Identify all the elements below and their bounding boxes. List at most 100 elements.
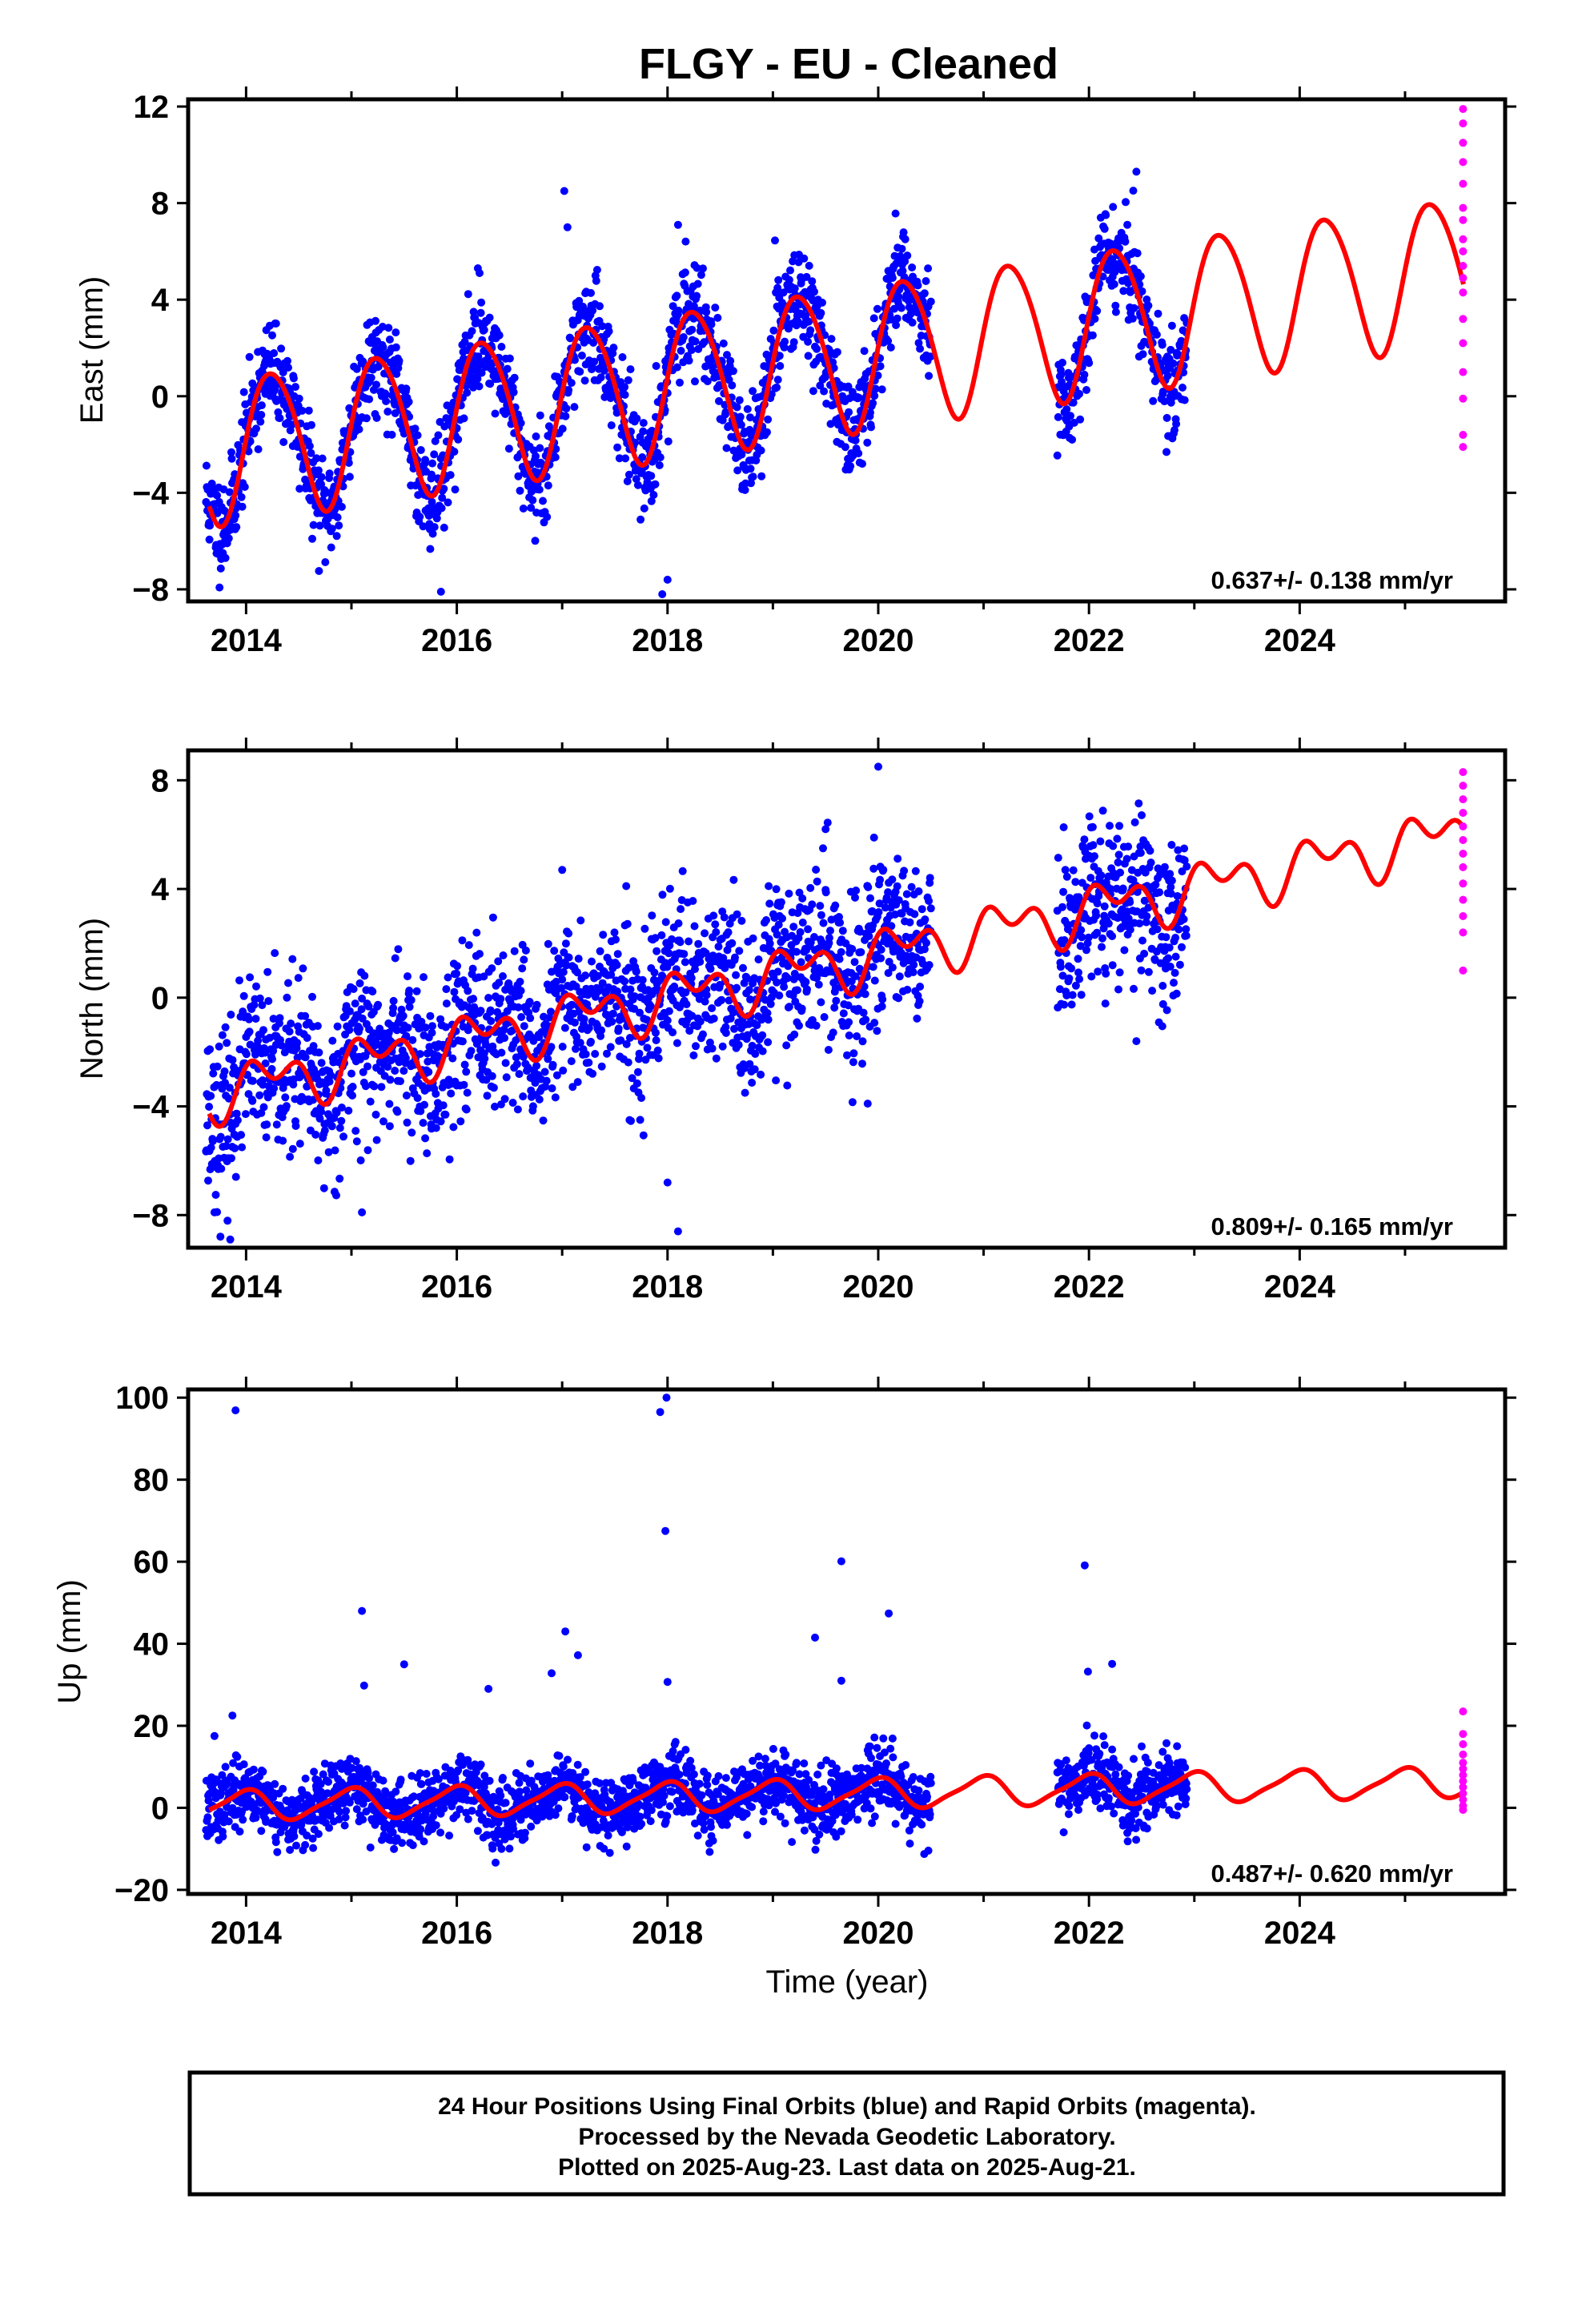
east-data-point	[643, 478, 652, 487]
north-data-point	[423, 1149, 432, 1158]
north-data-point	[1144, 967, 1153, 976]
north-data-point	[1085, 812, 1094, 821]
north-data-point	[573, 1078, 582, 1087]
east-data-point	[333, 513, 342, 521]
north-data-point	[528, 1102, 537, 1111]
north-data-point	[1113, 834, 1122, 843]
north-data-point	[526, 1014, 535, 1023]
east-data-point	[1111, 308, 1120, 316]
north-data-point	[584, 1058, 593, 1067]
north-data-point	[623, 919, 632, 928]
north-data-point	[1136, 849, 1145, 857]
north-data-point	[849, 1058, 857, 1067]
north-data-point	[279, 1136, 287, 1145]
north-data-point	[335, 1174, 344, 1183]
east-data-point	[576, 368, 584, 376]
north-data-point	[259, 1026, 267, 1035]
north-data-point	[227, 1011, 235, 1019]
north-data-point	[1158, 982, 1167, 990]
north-data-point	[308, 992, 316, 1001]
north-data-point	[1182, 931, 1191, 940]
north-data-point	[789, 923, 798, 931]
up-data-point	[507, 1832, 515, 1841]
east-rapid-point	[1459, 315, 1468, 324]
east-data-point	[789, 257, 797, 266]
north-data-point	[337, 1116, 346, 1125]
north-data-point	[712, 1054, 721, 1063]
east-data-point	[736, 412, 745, 421]
north-data-point	[1134, 799, 1143, 808]
north-data-point	[624, 1058, 632, 1067]
north-data-point	[488, 964, 496, 973]
east-data-point	[638, 453, 647, 461]
north-data-point	[458, 1037, 467, 1046]
north-data-point	[878, 995, 887, 1003]
east-data-point	[305, 442, 314, 450]
east-data-point	[725, 422, 733, 430]
north-data-point	[772, 885, 781, 894]
east-data-point	[733, 466, 742, 475]
east-data-point	[477, 298, 486, 307]
east-data-point	[924, 264, 933, 273]
north-data-point	[845, 1031, 853, 1039]
east-data-point	[372, 413, 381, 422]
east-data-point	[763, 428, 771, 436]
east-data-point	[391, 343, 400, 352]
north-data-point	[639, 1131, 648, 1140]
east-data-point	[532, 432, 540, 440]
north-data-point	[464, 987, 472, 995]
north-data-point	[734, 1040, 743, 1049]
east-data-point	[726, 356, 735, 365]
east-data-point	[1178, 384, 1186, 392]
up-data-point	[235, 1827, 244, 1836]
north-data-point	[859, 1008, 868, 1017]
east-data-point	[1100, 224, 1109, 233]
east-data-point	[1121, 237, 1130, 246]
north-rapid-point	[1459, 795, 1468, 804]
east-rapid-point	[1459, 431, 1468, 439]
north-data-point	[819, 844, 827, 853]
north-data-point	[233, 1116, 242, 1124]
north-data-point	[581, 971, 590, 980]
east-data-point	[892, 321, 901, 329]
east-data-point	[428, 497, 436, 506]
east-data-point	[485, 313, 494, 322]
north-data-point	[1180, 844, 1189, 853]
east-data-point	[558, 424, 567, 433]
north-data-point	[449, 1123, 458, 1132]
east-data-point	[1154, 309, 1162, 318]
north-data-point	[876, 875, 885, 884]
north-data-point	[749, 934, 757, 943]
east-data-point	[497, 343, 506, 351]
north-data-point	[909, 960, 918, 969]
north-data-point	[311, 1130, 320, 1139]
north-data-point	[460, 1080, 468, 1089]
east-data-point	[916, 344, 925, 353]
east-data-point	[886, 343, 895, 352]
east-data-point	[639, 427, 648, 436]
east-data-point	[623, 477, 632, 485]
north-data-point	[718, 1042, 727, 1051]
north-data-point	[850, 958, 859, 967]
east-data-point	[699, 264, 707, 273]
east-data-point	[385, 336, 394, 344]
north-data-point	[773, 978, 781, 987]
east-data-point	[270, 349, 279, 357]
north-data-point	[295, 1140, 304, 1148]
east-data-point	[780, 343, 789, 352]
east-data-point	[810, 287, 818, 296]
up-data-point	[359, 1815, 367, 1824]
east-data-point	[773, 383, 781, 392]
north-data-point	[612, 935, 620, 944]
east-data-point	[298, 406, 307, 415]
north-data-point	[910, 910, 919, 919]
north-data-point	[436, 1117, 445, 1126]
north-data-point	[363, 1062, 371, 1071]
east-data-point	[844, 382, 853, 391]
east-data-point	[437, 504, 446, 513]
north-data-point	[1158, 1022, 1166, 1031]
east-data-point	[1085, 359, 1094, 368]
north-data-point	[905, 918, 914, 927]
east-data-point	[434, 431, 443, 440]
